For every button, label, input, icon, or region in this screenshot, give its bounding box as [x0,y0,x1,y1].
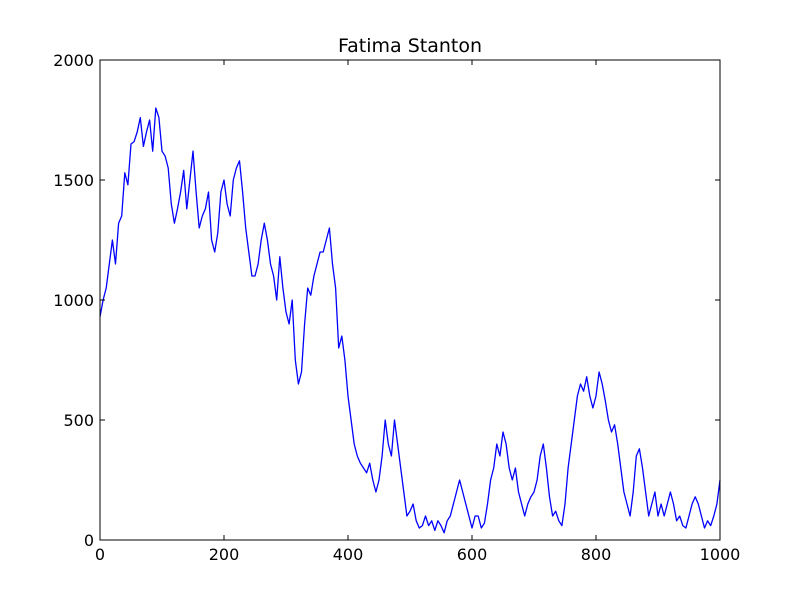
y-tick-label: 2000 [53,51,94,70]
y-tick-label: 500 [63,411,94,430]
plot-area [99,59,721,541]
y-tick-label: 1500 [53,171,94,190]
plot-frame [99,59,721,541]
x-tick-label: 400 [333,545,364,564]
x-tick-label: 0 [95,545,105,564]
x-tick-label: 800 [581,545,612,564]
x-tick-label: 200 [209,545,240,564]
chart-title: Fatima Stanton [338,35,482,57]
x-tick-label: 1000 [700,545,741,564]
series-line [99,107,721,534]
x-tick-label: 600 [457,545,488,564]
y-axis: 0 500 1000 1500 2000 [53,51,720,550]
y-tick-label: 1000 [53,291,94,310]
y-tick-label: 0 [84,531,94,550]
x-axis: 0 200 400 600 800 1000 [95,60,740,564]
